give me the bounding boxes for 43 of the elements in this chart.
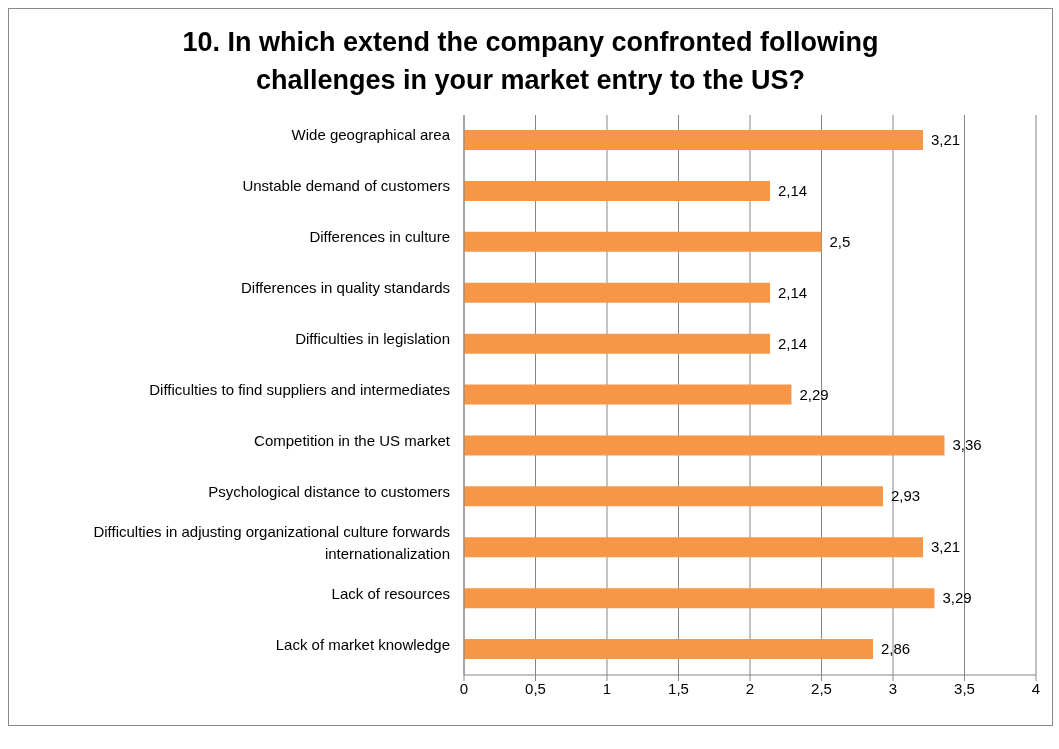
- data-label: 2,93: [890, 487, 921, 505]
- y-tick-label: Lack of resources: [331, 584, 450, 602]
- y-tick-label: Differences in quality standards: [240, 279, 450, 297]
- x-tick-label: 0,5: [525, 679, 546, 697]
- y-tick-label: Lack of market knowledge: [275, 635, 450, 653]
- bar: [464, 486, 883, 507]
- y-tick-label: Psychological distance to customers: [208, 482, 450, 500]
- y-tick-label: Wide geographical area: [291, 126, 451, 144]
- chart-title: 10. In which extend the company confronted following challenges in your market entry to the US?: [181, 26, 880, 97]
- x-tick-label: 2: [745, 679, 755, 697]
- y-tick-label: Differences in culture: [309, 228, 450, 246]
- bar: [464, 282, 771, 303]
- data-label: 2,14: [778, 181, 808, 199]
- bar: [464, 384, 792, 405]
- data-label: 3,29: [942, 589, 972, 607]
- x-tick-label: 0: [459, 679, 469, 697]
- y-tick-label: Unstable demand of customers: [242, 177, 450, 195]
- data-label: 2,14: [778, 283, 808, 301]
- bar: [464, 537, 924, 558]
- bar: [464, 231, 822, 252]
- x-tick-label: 1: [602, 679, 612, 697]
- data-label: 3,36: [952, 436, 982, 454]
- y-tick-label: Difficulties to find suppliers and intermediates: [149, 381, 450, 398]
- x-tick-label: 2,5: [811, 679, 832, 697]
- data-label: 2,29: [799, 385, 829, 403]
- bar: [464, 435, 945, 456]
- bar: [464, 130, 924, 150]
- data-label: 3,21: [931, 538, 961, 556]
- bar: [464, 639, 873, 660]
- y-tick-label: Competition in the US market: [254, 431, 451, 449]
- bar: [464, 333, 771, 354]
- y-tick-label: Difficulties in legislation: [295, 330, 450, 348]
- bar: [464, 588, 935, 609]
- data-label: 2,86: [880, 640, 911, 658]
- bar: [464, 180, 771, 201]
- x-tick-label: 4: [1031, 679, 1041, 697]
- x-tick-label: 1,5: [668, 679, 689, 697]
- data-label: 3,21: [931, 131, 961, 148]
- data-label: 2,14: [778, 334, 808, 352]
- y-tick-label: Difficulties in adjusting organizational culture forwards internationalization: [93, 522, 450, 562]
- x-tick-label: 3,5: [954, 679, 975, 697]
- data-label: 2,5: [829, 232, 851, 250]
- x-tick-label: 3: [888, 679, 898, 697]
